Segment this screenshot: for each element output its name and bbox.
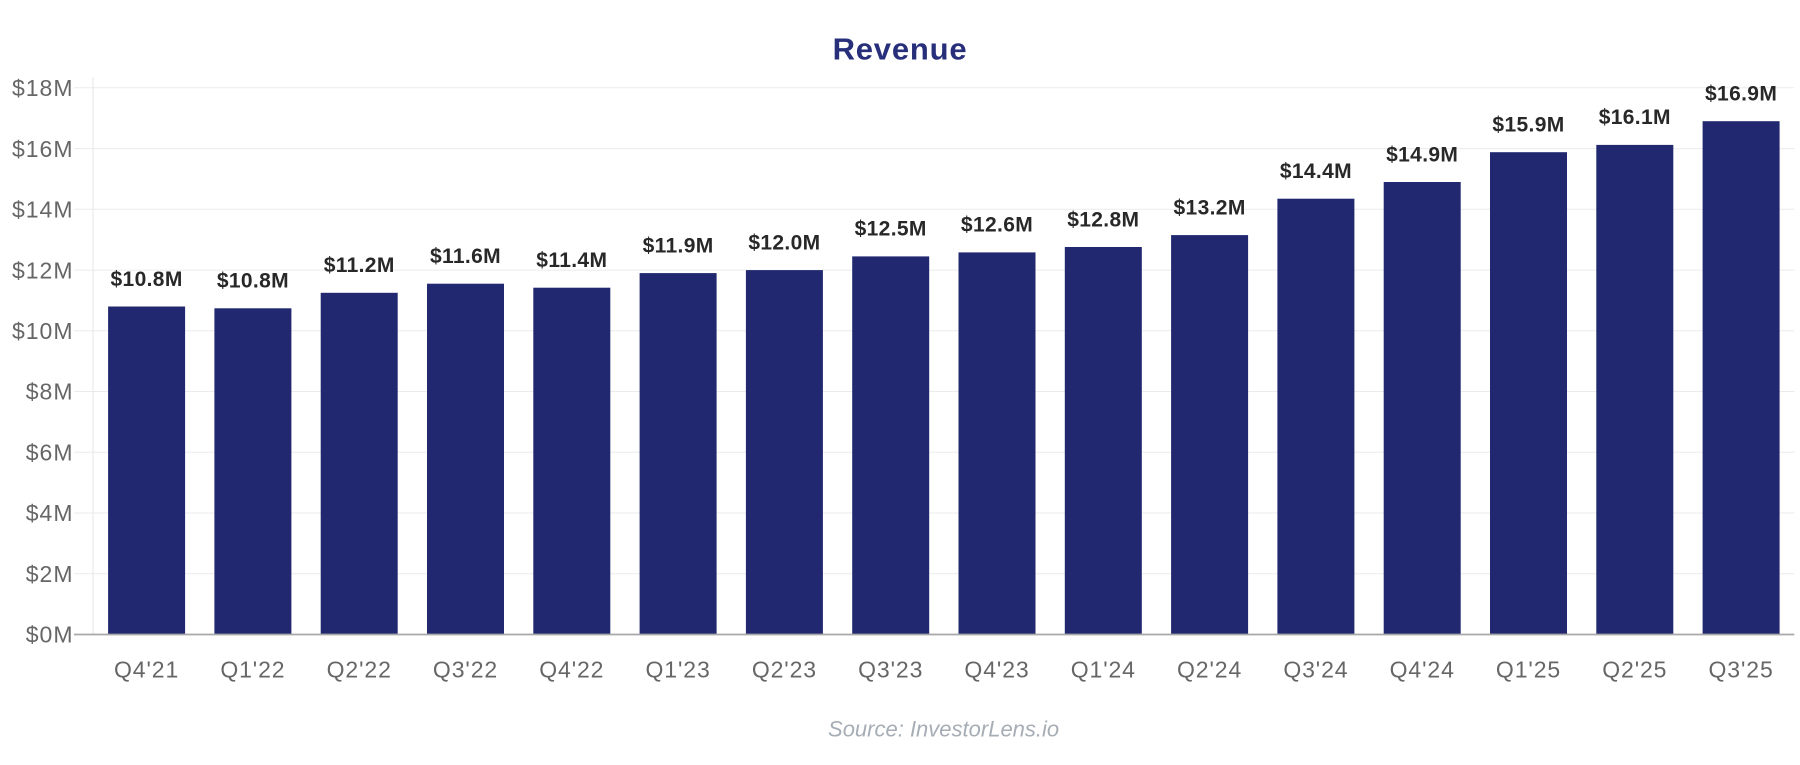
svg-text:$4M: $4M [26,500,74,526]
svg-text:$11.6M: $11.6M [430,245,501,268]
svg-text:Q4'23: Q4'23 [964,657,1029,683]
svg-text:$8M: $8M [26,379,74,405]
svg-text:Revenue: Revenue [833,32,968,67]
svg-text:$16M: $16M [12,136,74,162]
svg-text:$12.6M: $12.6M [961,214,1033,237]
svg-text:Q1'25: Q1'25 [1496,657,1561,683]
svg-text:$10.8M: $10.8M [217,270,289,293]
svg-text:Q3'23: Q3'23 [858,657,923,683]
svg-text:$18M: $18M [12,75,74,101]
svg-text:Q2'24: Q2'24 [1177,657,1242,683]
svg-text:$14.9M: $14.9M [1386,143,1458,166]
svg-text:$12.5M: $12.5M [855,218,927,241]
svg-text:$13.2M: $13.2M [1174,196,1246,219]
svg-text:$11.9M: $11.9M [643,234,714,257]
svg-text:Q4'21: Q4'21 [114,657,179,683]
svg-text:$15.9M: $15.9M [1492,114,1564,137]
svg-text:Q1'22: Q1'22 [220,657,285,683]
svg-text:Q3'25: Q3'25 [1709,657,1774,683]
svg-text:Q2'25: Q2'25 [1602,657,1667,683]
svg-text:$0M: $0M [26,622,74,648]
svg-text:Source: InvestorLens.io: Source: InvestorLens.io [828,717,1059,742]
svg-text:$12.0M: $12.0M [748,231,820,254]
svg-text:$16.9M: $16.9M [1705,83,1777,106]
svg-text:Q2'23: Q2'23 [752,657,817,683]
svg-text:$16.1M: $16.1M [1599,106,1671,129]
svg-text:$12M: $12M [12,257,74,283]
svg-text:$10M: $10M [12,318,74,344]
svg-text:Q1'23: Q1'23 [646,657,711,683]
svg-text:Q3'24: Q3'24 [1283,657,1348,683]
svg-text:Q2'22: Q2'22 [327,657,392,683]
svg-text:$6M: $6M [26,440,74,466]
svg-text:$12.8M: $12.8M [1067,208,1139,231]
svg-text:$11.2M: $11.2M [324,254,395,277]
svg-text:$14.4M: $14.4M [1280,160,1352,183]
svg-text:$2M: $2M [26,561,74,587]
svg-text:Q4'22: Q4'22 [539,657,604,683]
svg-text:$14M: $14M [12,197,74,223]
svg-text:$11.4M: $11.4M [536,249,607,272]
svg-text:Q1'24: Q1'24 [1071,657,1136,683]
svg-text:$10.8M: $10.8M [111,268,183,291]
svg-text:Q3'22: Q3'22 [433,657,498,683]
svg-text:Q4'24: Q4'24 [1390,657,1455,683]
